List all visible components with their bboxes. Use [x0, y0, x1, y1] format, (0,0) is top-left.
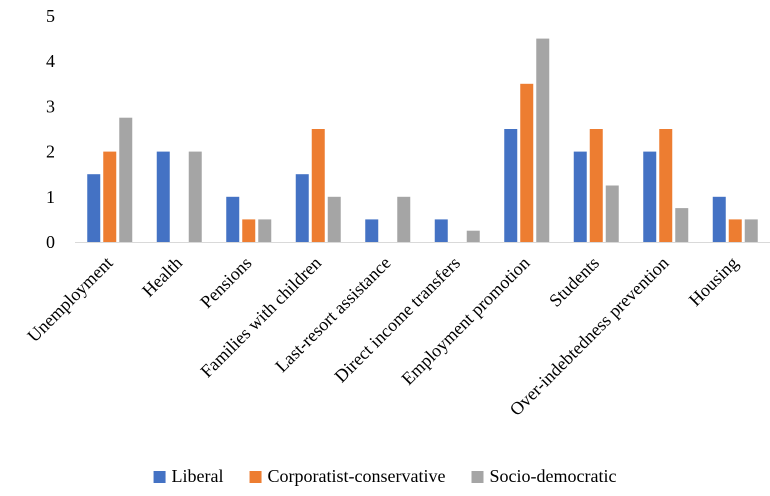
bar [365, 219, 379, 242]
bar [434, 219, 448, 242]
legend-swatch [471, 471, 484, 483]
bar [311, 129, 325, 242]
bar [643, 151, 657, 242]
bar [188, 151, 202, 242]
y-tick-label: 3 [46, 96, 55, 116]
x-tick-label: Last-resort assistance [271, 253, 394, 376]
legend-label: Socio-democratic [489, 466, 616, 486]
x-tick-label: Housing [685, 253, 742, 310]
bar [103, 151, 117, 242]
bar [87, 174, 101, 242]
bar [536, 38, 550, 242]
bar [397, 196, 411, 242]
x-tick-label: Families with children [196, 253, 325, 382]
x-tick-label: Direct income transfers [330, 253, 464, 387]
legend: Liberal Corporatist-conservative Socio-dem… [153, 466, 616, 486]
y-tick-label: 4 [46, 51, 55, 71]
bar [605, 185, 619, 242]
bar [744, 219, 758, 242]
bar [466, 230, 480, 242]
bar [573, 151, 587, 242]
x-tick-label: Employment promotion [397, 253, 533, 389]
bar [712, 196, 726, 242]
bar [295, 174, 309, 242]
legend-label: Corporatist-conservative [268, 466, 446, 486]
bar [520, 83, 534, 242]
bar [242, 219, 256, 242]
bar [675, 208, 689, 242]
bars [87, 38, 758, 242]
x-tick-label: Students [545, 253, 603, 311]
bar [226, 196, 240, 242]
legend-label: Liberal [172, 466, 224, 486]
x-tick-label: Unemployment [23, 253, 116, 346]
y-tick-label: 2 [46, 142, 55, 162]
legend-swatch [249, 471, 262, 483]
bar [504, 129, 518, 242]
bar [156, 151, 170, 242]
y-tick-label: 1 [46, 187, 55, 207]
bar [258, 219, 272, 242]
bar [659, 129, 673, 242]
x-tick-label: Health [138, 253, 186, 301]
y-axis: 0 1 2 3 4 5 [46, 6, 55, 252]
bar [589, 129, 603, 242]
bar [119, 117, 133, 242]
bar [327, 196, 341, 242]
bar [728, 219, 742, 242]
legend-swatch [153, 471, 166, 483]
y-tick-label: 0 [46, 232, 55, 252]
y-tick-label: 5 [46, 6, 55, 26]
x-tick-label: Pensions [196, 253, 255, 312]
